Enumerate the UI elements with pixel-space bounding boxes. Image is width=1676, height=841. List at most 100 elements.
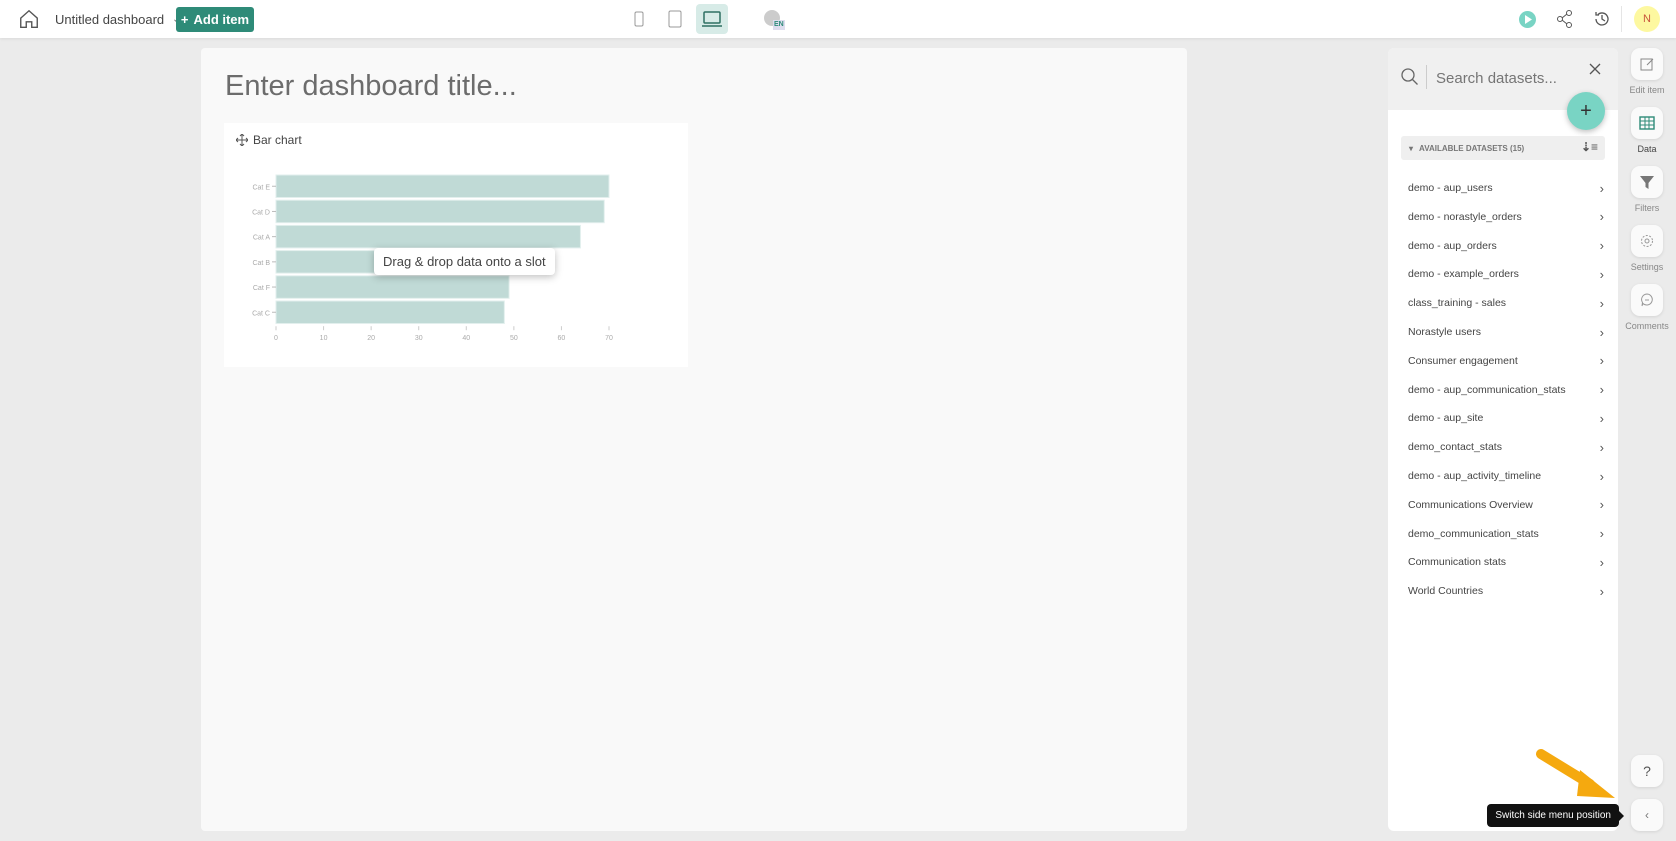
tooltip-arrow [1619, 810, 1624, 821]
y-tick-label: Cat F [253, 285, 270, 292]
chevron-right-icon: › [1599, 295, 1604, 311]
edit-icon [1640, 58, 1654, 71]
bar [275, 300, 505, 324]
side-rail: Edit item Data Filters Settings Comments [1625, 48, 1669, 331]
dataset-item[interactable]: demo - aup_communication_stats › [1408, 376, 1604, 404]
bar-chart-card[interactable]: Bar chart Cat E Cat D Cat A Cat B Cat F Cat C… [224, 123, 688, 367]
bar [275, 224, 581, 249]
avatar[interactable]: N [1634, 6, 1660, 32]
history-icon[interactable] [1592, 9, 1612, 29]
dataset-item[interactable]: Communications Overview › [1408, 491, 1604, 519]
dataset-item[interactable]: World Countries › [1408, 577, 1604, 605]
play-button[interactable] [1519, 11, 1536, 28]
dataset-name: Norastyle users [1408, 326, 1481, 338]
tablet-view-button[interactable] [659, 4, 691, 34]
dataset-item[interactable]: demo - aup_users › [1408, 174, 1604, 202]
share-icon[interactable] [1555, 9, 1575, 29]
dataset-name: demo - norastyle_orders [1408, 210, 1522, 223]
search-icon [1401, 68, 1418, 85]
edit-item-button[interactable] [1631, 48, 1663, 80]
dataset-name: demo_communication_stats [1408, 527, 1539, 540]
globe-icon [764, 10, 785, 30]
edit-item-label: Edit item [1629, 85, 1665, 95]
switch-side-menu-button[interactable]: ‹ [1631, 799, 1663, 831]
y-tick-label: Cat C [252, 310, 270, 317]
drop-hint-tooltip: Drag & drop data onto a slot [374, 248, 555, 275]
card-header: Bar chart [236, 133, 302, 147]
switch-menu-tooltip-wrap: Switch side menu position [1487, 804, 1624, 827]
dataset-name: demo - aup_site [1408, 412, 1484, 425]
chevron-right-icon: › [1599, 439, 1604, 455]
dataset-item[interactable]: Communication stats › [1408, 548, 1604, 576]
plus-icon: + [180, 12, 189, 27]
move-icon[interactable] [236, 134, 248, 146]
bar [275, 275, 510, 299]
filters-button[interactable] [1631, 166, 1663, 198]
y-tick-label: Cat B [252, 260, 270, 267]
help-button[interactable]: ? [1631, 755, 1663, 787]
chevron-right-icon: › [1599, 583, 1604, 599]
chevron-right-icon: › [1599, 497, 1604, 513]
dataset-item[interactable]: Consumer engagement › [1408, 347, 1604, 375]
dataset-name: demo - aup_activity_timeline [1408, 470, 1542, 482]
language-code: EN [774, 21, 784, 28]
dataset-name: Communication stats [1408, 556, 1507, 569]
dataset-item[interactable]: demo_communication_stats › [1408, 520, 1604, 548]
x-tick-label: 60 [558, 335, 566, 342]
dashboard-name-menu[interactable]: Untitled dashboard ⌄ [55, 10, 181, 28]
settings-button[interactable] [1631, 225, 1663, 257]
dataset-item[interactable]: demo - aup_orders › [1408, 232, 1604, 260]
x-tick-label: 50 [510, 335, 518, 342]
dataset-item[interactable]: demo - example_orders › [1408, 260, 1604, 288]
available-datasets-header[interactable]: ▾ AVAILABLE DATASETS (15) ⇣≡ [1401, 136, 1605, 160]
comments-label: Comments [1625, 321, 1669, 331]
dataset-name: demo - aup_orders [1408, 239, 1497, 252]
caret-down-icon: ▾ [1409, 143, 1414, 153]
filter-icon [1640, 176, 1654, 189]
laptop-icon [702, 11, 722, 27]
chevron-right-icon: › [1599, 266, 1604, 282]
section-label: AVAILABLE DATASETS (15) [1419, 143, 1525, 153]
dataset-name: demo - aup_users [1408, 182, 1493, 194]
chevron-right-icon: › [1599, 209, 1604, 225]
close-icon[interactable] [1588, 62, 1602, 76]
dataset-item[interactable]: class_training - sales › [1408, 289, 1604, 317]
add-dataset-button[interactable]: + [1567, 92, 1605, 130]
data-button[interactable] [1631, 107, 1663, 139]
filters-label: Filters [1634, 203, 1660, 213]
bar [275, 174, 610, 198]
data-panel: + ▾ AVAILABLE DATASETS (15) ⇣≡ demo - aup_… [1388, 48, 1618, 831]
language-button[interactable]: EN [762, 8, 786, 32]
dataset-item[interactable]: Norastyle users › [1408, 318, 1604, 346]
dashboard-name[interactable]: Untitled dashboard [55, 11, 165, 27]
mobile-view-button[interactable] [623, 4, 655, 34]
top-bar: Untitled dashboard ⌄ +Add item EN N [0, 0, 1676, 38]
comments-button[interactable] [1631, 284, 1663, 316]
desktop-view-button[interactable] [696, 4, 728, 34]
sort-icon[interactable]: ⇣≡ [1581, 140, 1599, 154]
x-tick-label: 0 [274, 335, 278, 342]
add-item-button[interactable]: + Add item [176, 7, 254, 32]
data-label: Data [1637, 144, 1657, 154]
dataset-item[interactable]: demo - aup_site › [1408, 404, 1604, 432]
play-icon [1525, 15, 1532, 24]
plus-icon: + [1580, 99, 1592, 122]
bar-chart: Cat E Cat D Cat A Cat B Cat F Cat C 0 10 20 30 40 5… [252, 174, 613, 342]
y-tick-label: Cat E [252, 184, 270, 191]
dataset-name: Communications Overview [1408, 498, 1533, 511]
dataset-item[interactable]: demo - norastyle_orders › [1408, 203, 1604, 231]
dataset-name: demo_contact_stats [1408, 441, 1502, 454]
x-tick-label: 20 [367, 335, 375, 342]
tablet-icon [668, 10, 682, 28]
dataset-name: demo - example_orders [1408, 268, 1519, 281]
dataset-item[interactable]: demo_contact_stats › [1408, 433, 1604, 461]
home-icon[interactable] [18, 8, 40, 30]
dataset-name: class_training - sales [1408, 297, 1507, 310]
search-datasets-input[interactable] [1436, 70, 1576, 87]
divider [1426, 65, 1427, 89]
dashboard-title-input[interactable]: Enter dashboard title... [225, 70, 517, 102]
divider [1621, 6, 1622, 32]
chevron-right-icon: › [1599, 554, 1604, 570]
dataset-item[interactable]: demo - aup_activity_timeline › [1408, 462, 1604, 490]
chevron-right-icon: › [1599, 382, 1604, 398]
